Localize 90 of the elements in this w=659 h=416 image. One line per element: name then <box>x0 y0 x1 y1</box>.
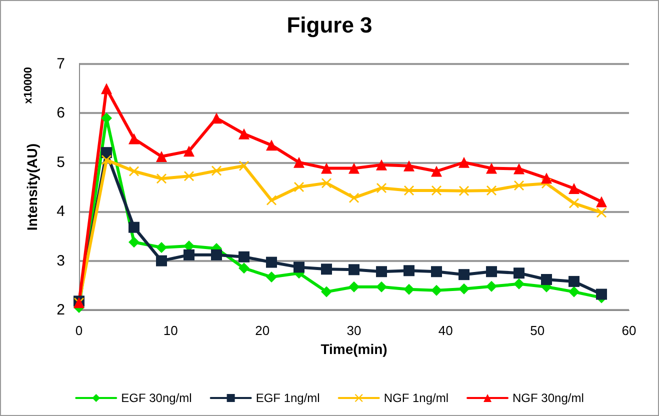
point <box>101 83 112 94</box>
point <box>514 163 524 174</box>
point <box>432 185 442 196</box>
point <box>458 283 470 294</box>
text: x10000 <box>22 66 34 104</box>
x-tick-label: 40 <box>438 323 453 338</box>
point <box>569 198 579 208</box>
x-tick-label: 60 <box>622 323 636 338</box>
point <box>431 266 442 278</box>
point <box>101 147 112 158</box>
point <box>459 186 469 196</box>
point <box>238 128 250 140</box>
point <box>596 288 607 300</box>
point <box>458 269 470 280</box>
point <box>156 150 167 162</box>
point <box>376 159 387 170</box>
point <box>129 166 139 176</box>
point <box>376 266 387 278</box>
point <box>294 182 304 192</box>
point <box>156 174 166 184</box>
x-tick-label: 0 <box>75 323 83 338</box>
y-axis-title: Intensity(AU) <box>24 143 40 231</box>
point <box>568 276 580 287</box>
point <box>596 208 606 218</box>
point <box>266 272 277 283</box>
point <box>486 280 497 292</box>
x-tick-label: 30 <box>346 323 362 338</box>
point <box>514 278 524 290</box>
x-axis-title: Time(min) <box>320 340 388 357</box>
point <box>128 133 140 144</box>
point <box>294 156 304 168</box>
legend-label: NGF 30ng/ml <box>512 391 584 405</box>
y-tick-label: 5 <box>56 154 65 171</box>
point <box>404 185 414 196</box>
point <box>431 284 442 296</box>
point <box>348 162 360 174</box>
y-tick-label: 3 <box>56 252 65 270</box>
point <box>404 265 414 276</box>
point <box>348 281 360 292</box>
point <box>294 262 304 273</box>
point <box>514 268 524 279</box>
x-tick-label: 20 <box>255 323 270 338</box>
point <box>404 284 414 295</box>
point <box>212 166 222 176</box>
point <box>541 172 552 184</box>
point <box>128 236 140 248</box>
point <box>321 162 332 174</box>
x-tick-label: 10 <box>163 323 178 338</box>
point <box>211 249 222 260</box>
point <box>404 160 414 172</box>
point <box>349 192 359 203</box>
point <box>266 195 276 206</box>
point <box>376 182 386 193</box>
point <box>238 262 250 274</box>
y-tick-label: 7 <box>56 56 65 72</box>
point <box>376 281 387 292</box>
point <box>348 264 360 276</box>
point <box>266 140 277 151</box>
point <box>431 166 442 177</box>
point <box>128 222 140 233</box>
legend-label: EGF 1ng/ml <box>256 391 320 405</box>
x-tick-label: 50 <box>530 323 545 338</box>
point <box>184 171 194 182</box>
point <box>568 182 580 194</box>
point <box>514 180 524 191</box>
point <box>211 112 222 124</box>
y-tick-label: 2 <box>56 302 65 318</box>
point <box>596 196 607 208</box>
y-tick-label: 6 <box>56 104 65 122</box>
point <box>266 256 277 268</box>
y-tick-label: 4 <box>56 203 65 220</box>
point <box>321 264 332 275</box>
point <box>102 154 112 165</box>
point <box>238 251 250 262</box>
chart-title: Figure 3 <box>286 12 372 38</box>
point <box>458 156 470 168</box>
point <box>486 162 497 174</box>
legend-label: EGF 30ng/ml <box>121 391 192 405</box>
point <box>322 178 332 188</box>
legend-label: NGF 1ng/ml <box>384 391 449 405</box>
point <box>541 274 552 285</box>
point <box>184 146 194 157</box>
point <box>486 266 497 278</box>
point <box>321 286 332 298</box>
point <box>239 160 249 171</box>
point <box>486 185 496 196</box>
point <box>156 255 167 266</box>
point <box>568 286 580 298</box>
point <box>184 249 194 260</box>
point <box>156 242 167 254</box>
